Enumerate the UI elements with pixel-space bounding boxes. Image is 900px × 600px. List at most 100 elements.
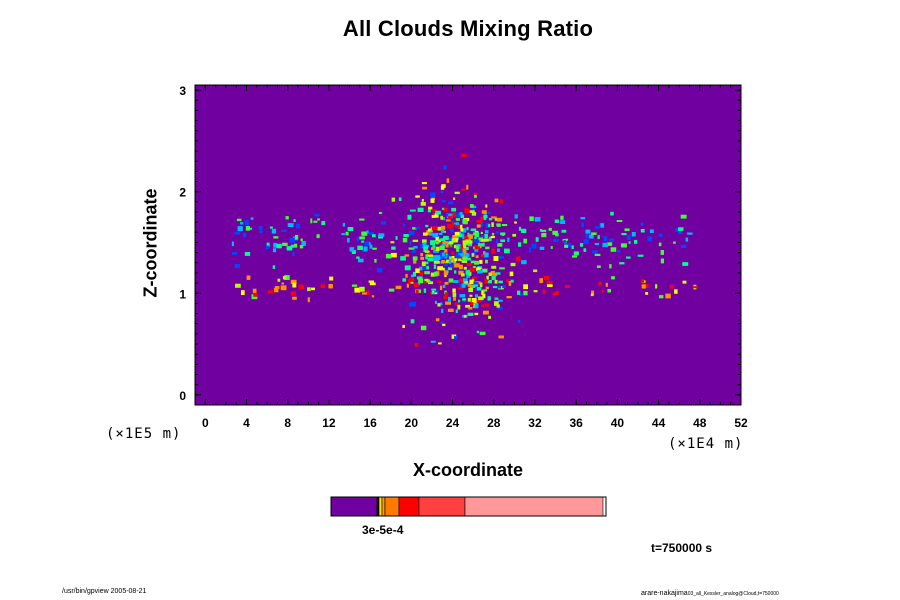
cloud-cell — [482, 293, 486, 299]
x-tick-label: 36 — [569, 416, 583, 430]
cloud-cell — [475, 255, 479, 259]
cloud-cell — [410, 319, 415, 324]
cloud-cell — [443, 263, 448, 267]
cloud-cell — [680, 214, 687, 219]
cloud-cell — [424, 278, 429, 283]
cloud-cell — [647, 236, 653, 242]
cloud-cell — [506, 279, 510, 283]
cloud-cell — [462, 240, 469, 245]
cloud-cell — [405, 273, 408, 278]
cloud-cell — [447, 223, 453, 229]
cloud-cell — [424, 250, 429, 253]
cloud-cell — [441, 242, 447, 246]
cloud-cell — [485, 223, 489, 228]
cloud-cell — [616, 220, 623, 222]
cloud-cell — [607, 242, 613, 246]
cloud-cell — [440, 267, 445, 271]
cloud-cell — [431, 291, 435, 295]
cloud-cell — [523, 284, 528, 290]
cloud-cell — [410, 274, 414, 278]
cloud-cell — [432, 226, 438, 231]
cloud-cell — [483, 238, 489, 242]
cloud-cell — [465, 304, 470, 308]
cloud-cell — [451, 238, 457, 242]
cloud-cell — [626, 234, 631, 240]
cloud-cell — [488, 236, 492, 242]
cloud-cell — [395, 285, 402, 290]
cloud-cell — [483, 310, 489, 315]
cloud-cell — [459, 264, 463, 270]
y-tick-label: 0 — [179, 389, 186, 403]
cloud-cell — [439, 285, 443, 291]
cloud-cell — [422, 239, 427, 244]
cloud-cell — [412, 250, 417, 253]
cloud-cell — [485, 230, 489, 234]
cloud-cell — [521, 228, 527, 233]
cloud-cell — [244, 252, 251, 256]
cloud-cell — [678, 231, 683, 234]
cloud-cell — [285, 216, 289, 220]
cloud-cell — [675, 228, 680, 232]
cloud-cell — [245, 226, 250, 231]
cloud-cell — [468, 306, 473, 310]
cloud-cell — [358, 258, 364, 263]
cloud-cell — [421, 182, 427, 185]
cloud-cell — [435, 237, 439, 241]
footer-author-name: arare-nakajima — [641, 590, 688, 597]
cloud-cell — [463, 266, 467, 270]
cloud-cell — [277, 278, 281, 282]
cloud-cell — [474, 282, 479, 285]
cloud-cell — [423, 246, 429, 250]
cloud-cell — [266, 242, 270, 248]
cloud-cell — [494, 272, 498, 277]
cloud-cell — [472, 284, 479, 287]
x-axis-title: X-coordinate — [412, 460, 524, 480]
cloud-cell — [407, 279, 411, 285]
cloud-cell — [455, 224, 460, 228]
cloud-cell — [454, 191, 460, 194]
cloud-cell — [434, 271, 438, 277]
cloud-cell — [435, 318, 440, 322]
cloud-cell — [495, 231, 500, 234]
cloud-cell — [448, 201, 454, 205]
footer-run-id: 03_all_Kessler_analog@Cloud,t=750000 — [687, 591, 779, 597]
cloud-cell — [490, 271, 496, 276]
cloud-cell — [404, 254, 410, 257]
cloud-cell — [467, 283, 472, 287]
cloud-cell — [356, 256, 360, 259]
cloud-cell — [329, 276, 334, 281]
cloud-cell — [282, 276, 287, 280]
cloud-cell — [425, 254, 428, 258]
cloud-cell — [484, 252, 489, 258]
cloud-cell — [403, 234, 409, 238]
cloud-cell — [554, 219, 559, 223]
cloud-cell — [441, 184, 446, 188]
cloud-cell — [469, 271, 472, 276]
cloud-cell — [435, 246, 440, 252]
cloud-cell — [456, 212, 462, 218]
cloud-cell — [611, 276, 615, 280]
cloud-cell — [410, 301, 416, 307]
cloud-cell — [462, 234, 465, 239]
cloud-cell — [290, 291, 296, 296]
cloud-cell — [438, 233, 443, 235]
cloud-cell — [454, 302, 459, 306]
cloud-cell — [357, 245, 363, 250]
cloud-cell — [528, 247, 531, 253]
cloud-cell — [445, 254, 450, 259]
cloud-cell — [488, 218, 493, 221]
cloud-cell — [474, 260, 479, 265]
cloud-cell — [486, 275, 489, 280]
cloud-cell — [533, 290, 538, 293]
cloud-cell — [421, 266, 426, 271]
cloud-cell — [464, 281, 469, 284]
cloud-cell — [231, 241, 234, 247]
cloud-cell — [442, 323, 446, 327]
cloud-cell — [453, 263, 460, 268]
cloud-cell — [466, 184, 469, 190]
colorbar-segment — [381, 496, 386, 517]
cloud-cell — [442, 252, 445, 257]
cloud-cell — [413, 246, 418, 249]
cloud-cell — [470, 268, 475, 272]
cloud-cell — [420, 257, 425, 260]
